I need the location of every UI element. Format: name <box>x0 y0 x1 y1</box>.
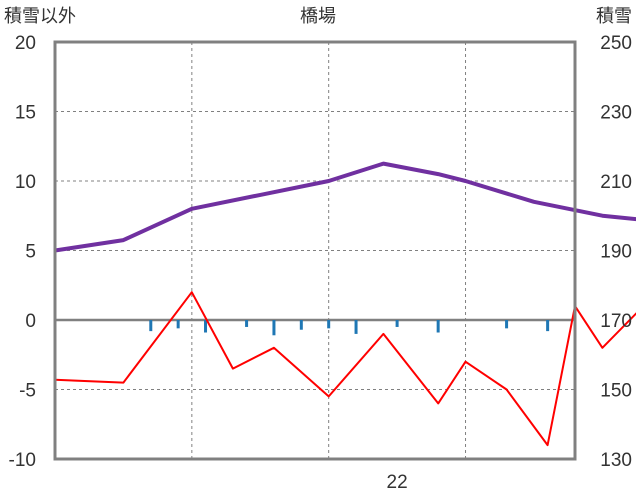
right-axis-label: 積雪 <box>596 6 632 27</box>
right-tick-label: 250 <box>600 33 632 54</box>
right-tick-label: 230 <box>600 103 632 124</box>
tick-labels: 20250152301021051900170-5150-10130222528… <box>9 33 632 493</box>
plot-frame <box>53 40 577 461</box>
left-tick-label: -5 <box>19 381 36 402</box>
right-tick-label: 210 <box>600 172 632 193</box>
left-tick-label: 0 <box>25 311 36 332</box>
precip-bar <box>245 320 249 327</box>
right-tick-label: 190 <box>600 242 632 263</box>
left-tick-label: 5 <box>25 242 36 263</box>
precip-bar <box>505 320 509 329</box>
left-tick-label: 10 <box>15 172 36 193</box>
grid <box>54 42 575 459</box>
precip-bar <box>395 320 399 327</box>
precip-bar <box>204 320 208 333</box>
precip-bar <box>436 320 440 333</box>
chart-title: 橋場 <box>300 6 336 27</box>
precip-bar <box>272 320 276 336</box>
left-tick-label: 15 <box>15 103 36 124</box>
right-tick-label: 150 <box>600 381 632 402</box>
precip-bar <box>354 320 358 334</box>
left-tick-label: -10 <box>9 450 36 471</box>
right-tick-label: 170 <box>600 311 632 332</box>
left-tick-label: 20 <box>15 33 36 54</box>
right-tick-label: 130 <box>600 450 632 471</box>
precip-bar <box>327 320 331 329</box>
precip-bar <box>149 320 153 332</box>
left-axis-label: 積雪以外 <box>4 6 76 27</box>
precipitation-bars <box>149 320 550 336</box>
precip-bar <box>299 320 303 330</box>
precip-bar <box>546 320 550 332</box>
x-tick-label: 22 <box>387 472 408 493</box>
precip-bar <box>176 320 180 329</box>
